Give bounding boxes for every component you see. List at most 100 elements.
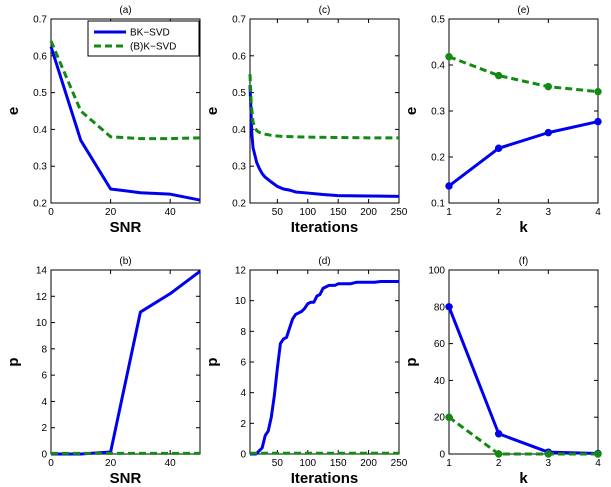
x-tick-label: 1 (446, 458, 452, 469)
x-tick-label: 3 (546, 458, 552, 469)
series-line-bk-svd (49, 46, 201, 202)
y-axis-label: p (204, 357, 221, 366)
panel-title: (e) (517, 5, 529, 16)
data-point (594, 117, 602, 126)
y-tick-label: 0.2 (232, 199, 246, 210)
x-tick-label: 250 (391, 458, 408, 469)
x-tick-label: 40 (165, 207, 177, 218)
x-tick-label: 50 (272, 207, 284, 218)
y-tick-label: 0.3 (232, 162, 246, 173)
y-tick-label: 12 (235, 266, 247, 277)
y-tick-label: 12 (36, 292, 48, 303)
y-tick-label: 0.3 (431, 107, 445, 118)
data-point (445, 413, 453, 421)
y-tick-label: 0.7 (33, 15, 47, 26)
series-line-b-k-svd (448, 55, 599, 94)
y-tick-label: 0.4 (232, 125, 246, 136)
y-tick-label: 0.4 (33, 125, 47, 136)
panel-title: (d) (318, 256, 330, 267)
x-tick-label: 4 (595, 458, 601, 469)
data-point (544, 450, 553, 458)
data-point (494, 430, 503, 438)
x-tick-label: 200 (360, 458, 377, 469)
data-point (594, 87, 602, 96)
y-tick-label: 80 (434, 302, 446, 313)
legend-box (87, 20, 200, 57)
x-axis-label: SNR (110, 470, 142, 487)
series-line-bk-svd (248, 85, 400, 198)
x-tick-label: 0 (48, 458, 54, 469)
y-tick-label: 8 (41, 344, 47, 355)
y-tick-label: 4 (240, 388, 246, 399)
x-tick-label: 100 (299, 207, 316, 218)
y-tick-label: 10 (235, 296, 247, 307)
y-axis-label: e (403, 107, 420, 115)
x-tick-label: 4 (595, 207, 601, 218)
y-tick-label: 14 (36, 266, 48, 277)
y-axis-label: e (204, 107, 221, 115)
y-tick-label: 4 (41, 397, 47, 408)
y-tick-label: 2 (41, 423, 47, 434)
data-point (594, 450, 602, 458)
y-tick-label: 0.5 (33, 88, 47, 99)
y-tick-label: 6 (240, 358, 246, 369)
x-axis-label: Iterations (291, 470, 359, 487)
x-tick-label: 2 (496, 458, 502, 469)
plot-frame (249, 18, 400, 204)
y-tick-label: 0.6 (33, 51, 47, 62)
legend-entry-label: BK−SVD (130, 28, 170, 39)
panel-title: (f) (519, 256, 528, 267)
panel-d: 50 100 150 200 250 0 2 4 6 8 10 12 (d) Iterations p (204, 256, 408, 487)
x-tick-label: 20 (105, 207, 117, 218)
data-point (445, 53, 453, 61)
y-tick-label: 0.1 (431, 199, 445, 210)
x-tick-label: 150 (330, 458, 347, 469)
data-point (494, 450, 503, 458)
y-tick-label: 0.4 (431, 61, 445, 72)
y-tick-label: 2 (240, 419, 246, 430)
plot-frame (50, 269, 201, 455)
panel-b: 0 20 40 0 2 4 6 8 10 12 14 (b) SNR p (5, 256, 201, 487)
data-point (544, 82, 553, 91)
y-tick-label: 100 (428, 266, 445, 277)
data-point (494, 144, 503, 152)
data-point (494, 71, 503, 80)
y-tick-label: 60 (434, 339, 446, 350)
y-axis-label: e (5, 107, 22, 115)
series-line-b-k-svd (49, 40, 201, 141)
x-tick-label: 3 (546, 207, 552, 218)
panel-title: (a) (119, 5, 131, 16)
y-tick-label: 0 (240, 450, 246, 461)
panel-title: (c) (319, 5, 331, 16)
y-tick-label: 0.2 (33, 199, 47, 210)
x-axis-label: SNR (110, 219, 142, 236)
legend: BK−SVD (B)K−SVD (87, 20, 200, 57)
data-point (445, 182, 453, 190)
y-tick-label: 0.2 (431, 153, 445, 164)
y-tick-label: 10 (36, 318, 48, 329)
x-tick-label: 2 (496, 207, 502, 218)
series-line-bk-svd (250, 280, 399, 456)
y-tick-label: 6 (41, 371, 47, 382)
y-tick-label: 0 (439, 450, 445, 461)
plot-frame (249, 269, 400, 455)
y-axis-label: p (403, 357, 420, 366)
y-tick-label: 0.3 (33, 162, 47, 173)
y-axis-label: p (5, 357, 22, 366)
x-axis-label: k (519, 470, 528, 487)
data-point (445, 303, 453, 311)
plot-frame (448, 269, 599, 455)
x-tick-label: 0 (48, 207, 54, 218)
plot-frame (448, 18, 599, 204)
x-tick-label: 250 (391, 207, 408, 218)
x-axis-label: Iterations (291, 219, 359, 236)
x-tick-label: 150 (330, 207, 347, 218)
data-point (544, 128, 553, 137)
series-line-b-k-svd (448, 415, 598, 456)
panel-e: 1 2 3 4 0.1 0.2 0.3 0.4 0.5 (e) k e (403, 5, 602, 236)
series-line-bk-svd (448, 120, 599, 188)
y-tick-label: 0.7 (232, 15, 246, 26)
x-tick-label: 40 (165, 458, 177, 469)
